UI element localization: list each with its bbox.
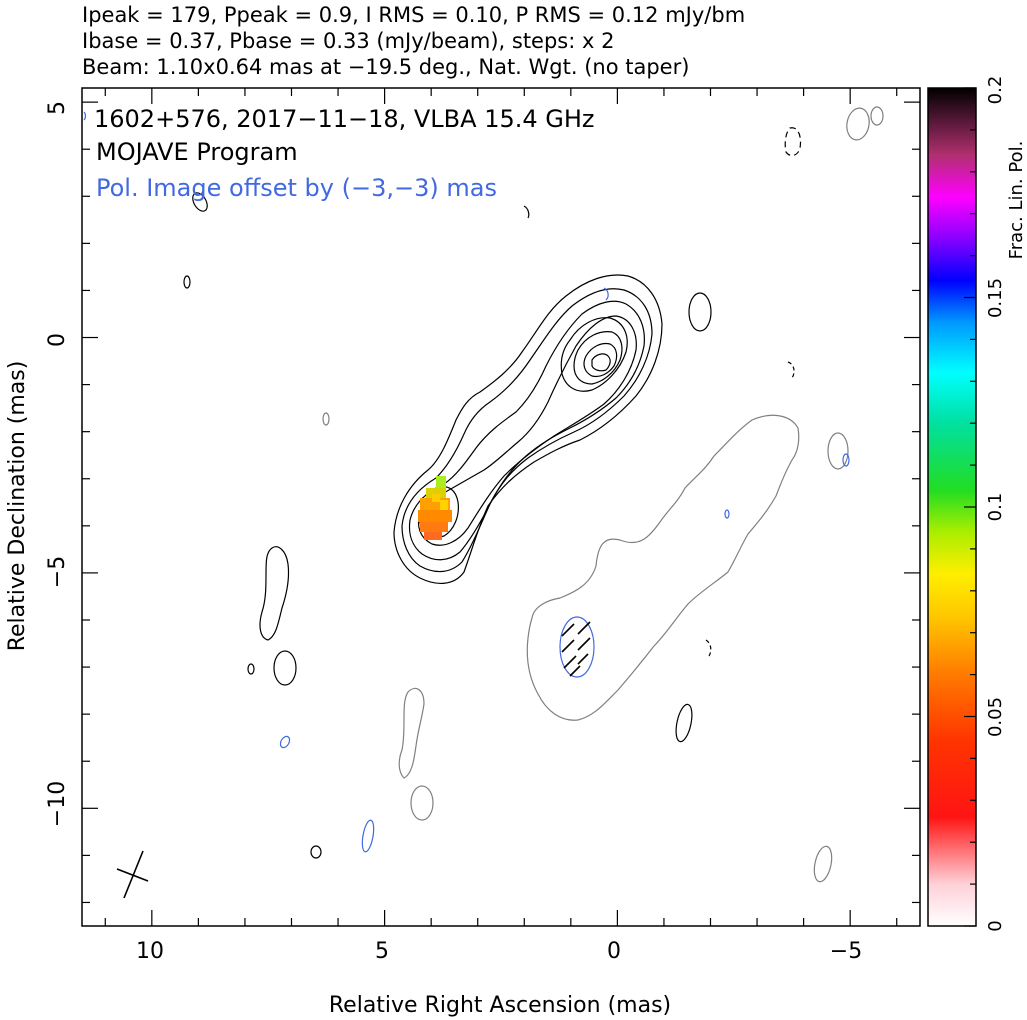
contour-blob-7 <box>310 845 322 859</box>
y-tick-label: −10 <box>45 781 70 827</box>
intensity-contours <box>183 127 802 859</box>
evpa-vector <box>577 653 589 665</box>
x-tick-label: 0 <box>607 939 621 964</box>
frac-pol-pixel <box>418 510 452 522</box>
contour-level-2 <box>401 288 653 573</box>
evpa-vector <box>563 655 577 669</box>
contour-blob-5 <box>183 275 191 289</box>
contour-level-1 <box>393 274 663 584</box>
header-line-3: Beam: 1.10x0.64 mas at −19.5 deg., Nat. … <box>82 55 689 79</box>
colorbar-tick-label: 0.2 <box>985 76 1006 105</box>
offset-blob-b <box>827 432 849 470</box>
pol-blob-1 <box>361 819 375 853</box>
contour-level-9 <box>591 353 611 372</box>
x-tick-label: 10 <box>136 939 164 964</box>
frac-pol-pixel <box>436 476 446 488</box>
contour-level-3 <box>408 300 645 561</box>
contour-neg-4 <box>523 205 530 219</box>
plot-title-source: 1602+576, 2017−11−18, VLBA 15.4 GHz <box>94 105 595 133</box>
x-tick-label: −5 <box>830 939 862 964</box>
offset-blob-d <box>870 106 884 126</box>
colorbar-tick-label: 0.1 <box>985 493 1006 522</box>
contour-neg-1 <box>784 127 802 157</box>
pol-contour-offset-knot <box>559 616 595 678</box>
evpa-vector <box>577 637 591 651</box>
beam-minor-axis <box>116 868 149 882</box>
contour-blob-4 <box>192 192 208 212</box>
frac-pol-pixel <box>440 500 448 510</box>
pol-blob-5 <box>603 287 609 301</box>
evpa-vector <box>577 621 591 635</box>
colorbar-tick-label: 0.05 <box>985 697 1006 737</box>
offset-main-contour <box>526 414 800 721</box>
offset-blob-f <box>322 412 330 426</box>
frac-pol-image <box>418 476 452 540</box>
pol-blob-6 <box>83 111 87 121</box>
offset-blob-a <box>410 785 434 821</box>
beam-major-axis <box>123 850 144 899</box>
y-tick-label: 5 <box>45 101 70 115</box>
contour-west-blob <box>259 546 290 641</box>
evpa-vector <box>561 623 575 637</box>
axis-ticks <box>82 88 920 926</box>
plot-frame <box>81 87 921 927</box>
offset-jet-tail <box>398 687 425 779</box>
y-tick-label: −5 <box>45 556 70 588</box>
contour-blob-2 <box>688 292 712 332</box>
x-axis-label: Relative Right Ascension (mas) <box>329 993 671 1018</box>
frac-pol-pixel <box>424 532 442 540</box>
frac-pol-pixel <box>420 522 448 532</box>
colorbar-tick-label: 0.15 <box>985 278 1006 318</box>
polarization-contours <box>83 111 850 853</box>
frac-pol-pixel <box>426 488 446 498</box>
frac-pol-pixel <box>432 494 440 502</box>
beam-marker <box>116 850 149 899</box>
plot-content: 1602+576, 2017−11−18, VLBA 15.4 GHz MOJA… <box>83 105 884 899</box>
y-axis-label: Relative Declination (mas) <box>5 361 30 652</box>
plot-title-offset-note: Pol. Image offset by (−3,−3) mas <box>96 174 497 202</box>
evpa-vector <box>561 639 575 653</box>
pol-blob-4 <box>842 453 850 467</box>
pol-blob-2 <box>279 735 291 749</box>
pol-blob-3 <box>724 509 730 519</box>
x-tick-label: 5 <box>375 939 389 964</box>
contour-blob-1 <box>273 650 297 686</box>
colorbar-label: Frac. Lin. Pol. <box>1006 141 1027 260</box>
contour-blob-3 <box>675 703 693 743</box>
contour-level-8 <box>583 342 618 378</box>
y-tick-label: 0 <box>45 333 70 347</box>
header-line-1: Ipeak = 179, Ppeak = 0.9, I RMS = 0.10, … <box>82 3 745 27</box>
contour-neg-2 <box>787 361 795 379</box>
evpa-vector <box>569 665 581 677</box>
offset-pol-contours <box>322 106 884 883</box>
colorbar-tick-label: 0 <box>985 920 1006 931</box>
contour-level-6 <box>560 317 628 392</box>
evpa-vectors <box>561 621 591 677</box>
contour-level-4 <box>417 315 637 546</box>
contour-neg-3 <box>705 639 712 659</box>
contour-blob-6 <box>247 663 255 675</box>
contour-level-7 <box>573 331 623 385</box>
header-line-2: Ibase = 0.37, Pbase = 0.33 (mJy/beam), s… <box>82 29 614 53</box>
colorbar-ticks <box>964 87 976 927</box>
offset-blob-e <box>813 845 833 883</box>
plot-title-program: MOJAVE Program <box>96 138 298 166</box>
offset-blob-c <box>846 107 870 141</box>
